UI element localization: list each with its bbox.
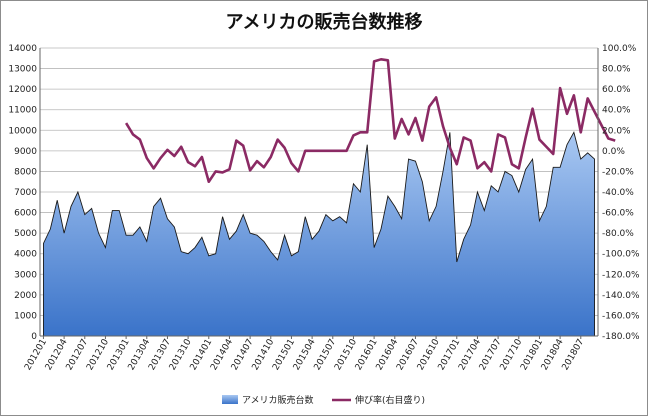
area-series-path [42,131,596,337]
y-right-tick-label: -180.0% [602,332,640,342]
chart-title: アメリカの販売台数推移 [225,12,423,33]
y-left-tick-label: 5000 [14,229,37,239]
y-right-tick-label: 40.0% [602,106,631,116]
y-right-tick-label: -140.0% [602,291,640,301]
y-left-tick-label: 3000 [14,270,37,280]
y-right-tick-label: 20.0% [602,126,631,136]
y-left-tick-label: 12000 [8,85,37,95]
y-right-tick-label: -120.0% [602,270,640,280]
y-left-tick-label: 6000 [14,209,37,219]
y-right-tick-label: -100.0% [602,250,640,260]
y-right-tick-label: 60.0% [602,85,631,95]
y-axis-right-labels: -180.0% -160.0% -140.0% -120.0% -100.0% -80.0… [602,44,640,342]
y-left-tick-label: 2000 [14,291,37,301]
y-left-tick-label: 10000 [8,126,37,136]
y-left-tick-label: 1000 [14,311,37,321]
line-series-path [125,58,616,184]
y-left-tick-label: 8000 [14,167,37,177]
y-right-tick-label: 100.0% [602,44,637,54]
y-left-tick-label: 13000 [8,65,37,75]
y-right-tick-label: 0.0% [602,147,625,157]
y-left-tick-label: 11000 [8,106,37,116]
y-right-tick-label: -160.0% [602,311,640,321]
y-left-tick-label: 14000 [8,44,37,54]
y-right-tick-label: -60.0% [602,209,634,219]
legend-swatch-area [222,395,238,404]
y-left-tick-label: 4000 [14,250,37,260]
y-left-tick-label: 0 [31,332,37,342]
y-left-tick-label: 7000 [14,188,37,198]
legend-label-line: 伸び率(右目盛り) [355,394,425,406]
axes [39,48,599,337]
legend: アメリカ販売台数 伸び率(右目盛り) [222,394,425,406]
y-right-tick-label: -20.0% [602,167,634,177]
y-left-tick-label: 9000 [14,147,37,157]
line-series [125,58,616,184]
y-right-tick-label: -80.0% [602,229,634,239]
y-right-tick-label: -40.0% [602,188,634,198]
y-right-tick-label: 80.0% [602,65,631,75]
area-series [42,131,596,337]
x-axis-labels: 2012012012042012072012102013012013042013… [23,336,586,372]
y-axis-left-labels: 0 1000 2000 3000 4000 5000 6000 7000 8000 9000 100… [8,44,37,342]
legend-label-area: アメリカ販売台数 [242,394,314,406]
